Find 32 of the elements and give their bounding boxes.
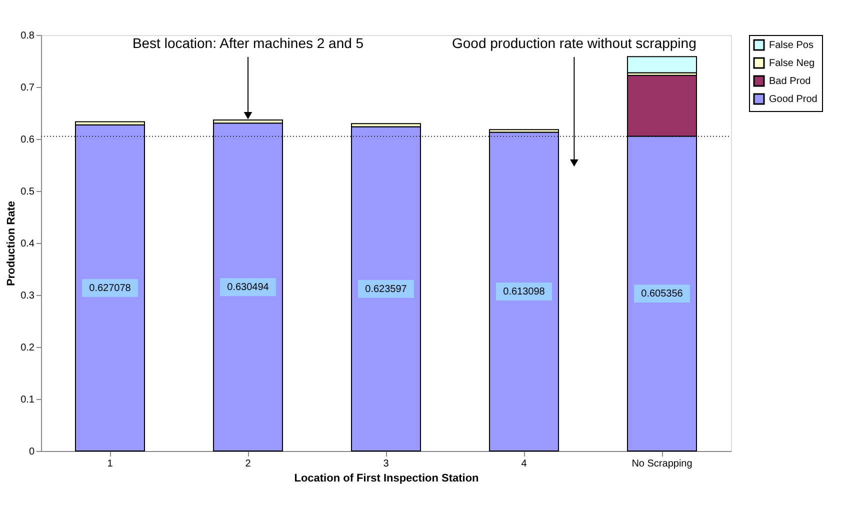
y-axis-title: Production Rate — [6, 201, 18, 286]
y-tick-label: 0.6 — [20, 134, 35, 146]
data-label: 0.627078 — [89, 282, 132, 294]
bar — [213, 122, 283, 452]
y-tick-label: 0.5 — [20, 186, 35, 198]
bar — [351, 126, 421, 452]
annotation: Best location: After machines 2 and 5 — [132, 35, 364, 51]
bar — [75, 124, 145, 452]
data-label: 0.613098 — [503, 286, 546, 298]
y-tick-label: 0.2 — [20, 342, 35, 354]
data-label: 0.630494 — [227, 282, 270, 294]
x-tick-label: No Scrapping — [632, 458, 692, 470]
x-axis-title: Location of First Inspection Station — [294, 472, 480, 484]
y-tick-label: 0.7 — [20, 82, 35, 94]
y-tick-label: 0.3 — [20, 290, 35, 302]
annotation: Good production rate without scrapping — [452, 35, 696, 51]
bar — [627, 56, 697, 74]
y-tick-label: 0.1 — [20, 394, 35, 406]
x-tick-label: 4 — [521, 458, 528, 470]
y-tick-label: 0 — [28, 446, 35, 458]
x-tick-label: 2 — [245, 458, 252, 470]
x-tick-label: 3 — [383, 458, 390, 470]
y-tick-label: 0.4 — [20, 238, 35, 250]
y-tick-label: 0.8 — [20, 30, 35, 42]
data-label: 0.623597 — [365, 284, 408, 295]
legend-label: Good Prod — [769, 94, 818, 105]
bar — [489, 132, 559, 452]
legend-label: False Neg — [769, 58, 815, 69]
x-tick-label: 1 — [107, 458, 114, 470]
legend-label: Bad Prod — [769, 76, 811, 87]
legend-label: False Pos — [769, 40, 814, 51]
data-label: 0.605356 — [641, 288, 684, 300]
